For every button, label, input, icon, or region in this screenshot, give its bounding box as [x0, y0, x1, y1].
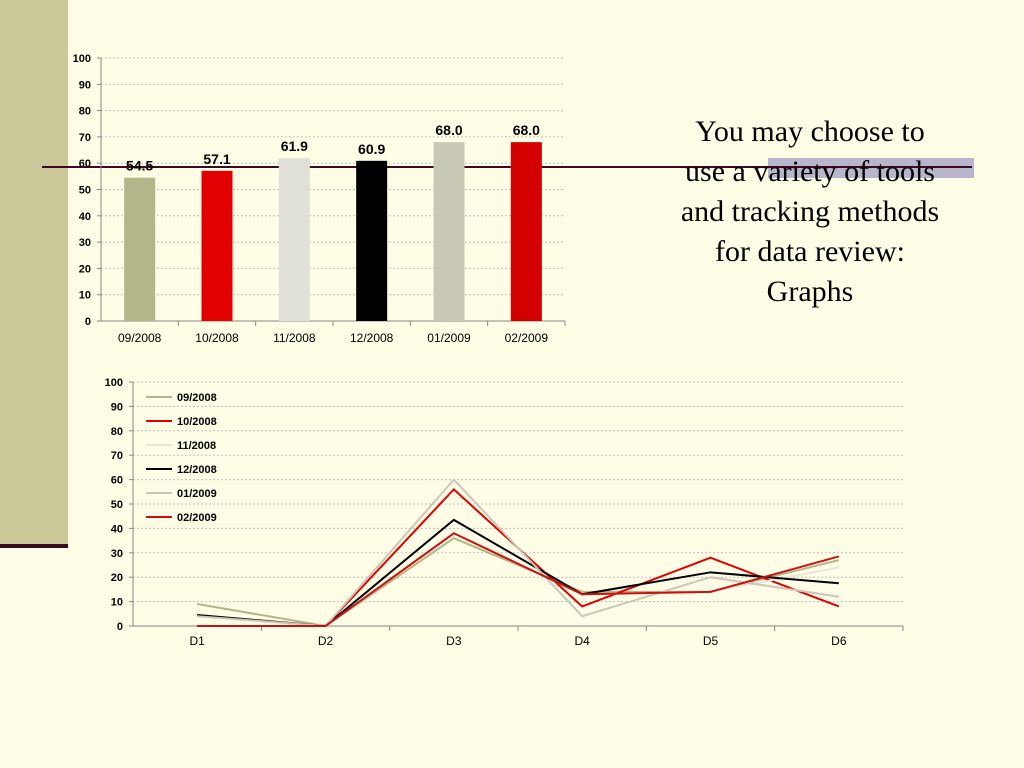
- y-tick-label: 100: [105, 377, 123, 389]
- y-tick-label: 90: [79, 79, 91, 91]
- x-tick-label: D1: [189, 634, 205, 648]
- series-line: [197, 518, 839, 628]
- slide-text: You may choose to use a variety of tools…: [640, 112, 980, 312]
- bar: [433, 142, 465, 321]
- y-tick-label: 70: [111, 450, 123, 462]
- bar-value-label: 57.1: [203, 151, 230, 167]
- accent-box: [768, 158, 974, 178]
- bar: [124, 177, 156, 321]
- y-tick-label: 80: [79, 106, 91, 118]
- y-tick-label: 0: [85, 316, 91, 328]
- side-decor-bar: [0, 0, 68, 546]
- series-line: [197, 532, 840, 627]
- slide-text-line: You may choose to: [695, 115, 925, 148]
- x-tick-label: D5: [703, 634, 719, 648]
- bar: [201, 170, 233, 321]
- bar-value-label: 60.9: [358, 141, 385, 157]
- legend-label: 02/2009: [177, 512, 217, 524]
- y-tick-label: 20: [111, 572, 123, 584]
- bar-value-label: 68.0: [435, 122, 462, 138]
- legend-label: 01/2009: [177, 488, 217, 500]
- slide-text-line: use a variety of tools: [685, 155, 935, 188]
- y-tick-label: 90: [111, 401, 123, 413]
- y-tick-label: 0: [117, 621, 123, 633]
- y-tick-label: 60: [111, 475, 123, 487]
- legend-label: 12/2008: [177, 464, 217, 476]
- bar: [278, 158, 310, 321]
- side-decor-rule: [0, 544, 68, 548]
- x-tick-label: D3: [446, 634, 462, 648]
- bar-value-label: 54.5: [126, 158, 153, 174]
- y-tick-label: 30: [111, 548, 123, 560]
- series-line: [197, 478, 839, 628]
- legend-label: 11/2008: [177, 440, 216, 452]
- y-tick-label: 20: [79, 263, 91, 275]
- slide-text-line: and tracking methods: [680, 195, 940, 228]
- y-tick-label: 60: [79, 158, 91, 170]
- y-tick-label: 10: [79, 290, 91, 302]
- x-tick-label: 12/2008: [350, 331, 394, 345]
- bar-value-label: 68.0: [513, 122, 540, 138]
- slide-text-line: Graphs: [766, 275, 854, 308]
- x-tick-label: D2: [318, 634, 334, 648]
- y-tick-label: 30: [79, 237, 91, 249]
- x-tick-label: 10/2008: [195, 331, 239, 345]
- x-tick-label: D4: [574, 634, 590, 648]
- slide-text-line: for data review:: [715, 235, 905, 268]
- x-tick-label: 11/2008: [273, 331, 316, 345]
- accent-rule: [42, 166, 972, 168]
- x-tick-label: 02/2009: [505, 331, 549, 345]
- y-tick-label: 70: [79, 132, 91, 144]
- x-tick-label: 01/2009: [427, 331, 471, 345]
- y-tick-label: 50: [79, 185, 91, 197]
- y-tick-label: 100: [73, 53, 91, 65]
- y-tick-label: 80: [111, 426, 123, 438]
- x-tick-label: D6: [831, 634, 847, 648]
- y-tick-label: 50: [111, 499, 123, 511]
- legend-label: 09/2008: [177, 392, 217, 404]
- bar-value-label: 61.9: [281, 138, 308, 154]
- y-tick-label: 40: [79, 211, 91, 223]
- bar: [510, 142, 542, 321]
- x-tick-label: 09/2008: [118, 331, 162, 345]
- legend-label: 10/2008: [177, 416, 217, 428]
- bar: [356, 160, 388, 321]
- y-tick-label: 40: [111, 523, 123, 535]
- y-tick-label: 10: [111, 597, 123, 609]
